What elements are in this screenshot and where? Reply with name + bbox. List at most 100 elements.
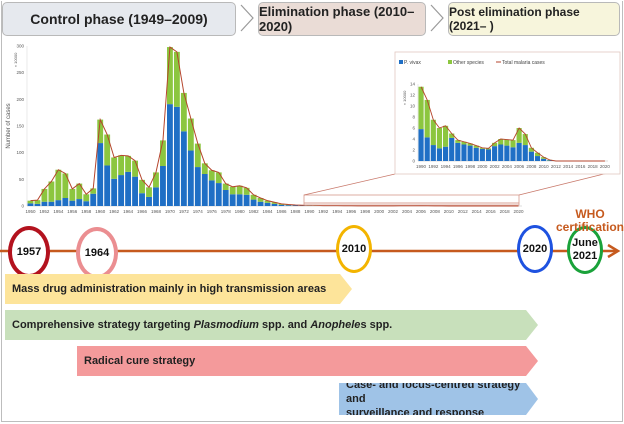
bar-other-species	[41, 188, 48, 202]
bar-other-species	[418, 86, 424, 130]
legend-swatch-vivax	[399, 60, 403, 64]
bar-vivax	[449, 137, 455, 161]
bar-other-species	[516, 128, 522, 143]
bar-other-species	[180, 92, 187, 132]
bar-other-species	[229, 186, 236, 195]
bar-vivax	[194, 167, 201, 206]
bar-vivax	[146, 196, 152, 206]
y-tick-label: 100	[16, 150, 24, 155]
chevron-right-icon	[430, 4, 444, 32]
x-tick-label: 1962	[109, 209, 120, 214]
bar-vivax	[528, 151, 534, 161]
y-tick-label: 250	[16, 70, 24, 75]
bar-vivax	[201, 174, 208, 206]
x-tick-label: 2010	[539, 164, 550, 169]
bar-vivax	[516, 142, 522, 161]
bar-vivax	[492, 146, 498, 161]
bar-other-species	[257, 198, 264, 202]
bar-vivax	[264, 202, 271, 206]
bar-other-species	[27, 200, 34, 204]
bar-vivax	[139, 193, 145, 206]
x-tick-label: 2014	[472, 209, 483, 214]
x-tick-label: 2002	[490, 164, 501, 169]
bar-other-species	[139, 179, 145, 194]
bar-other-species	[34, 200, 41, 204]
bar-vivax	[125, 171, 132, 206]
bar-vivax	[187, 150, 194, 206]
x-tick-label: 2014	[563, 164, 574, 169]
bar-other-species	[90, 188, 97, 194]
bar-other-species	[461, 141, 467, 145]
bar-vivax	[132, 176, 138, 206]
y-unit-label: × 10000	[402, 90, 407, 105]
bar-vivax	[215, 183, 222, 206]
bar-other-species	[271, 202, 278, 204]
zoom-region-box	[303, 194, 520, 206]
bar-vivax	[547, 160, 553, 161]
x-tick-label: 1990	[416, 164, 427, 169]
strategy-text-pre: Comprehensive strategy targeting	[12, 319, 194, 331]
bar-vivax	[83, 201, 90, 206]
x-tick-label: 1956	[67, 209, 78, 214]
bar-other-species	[250, 194, 257, 200]
y-tick-label: 0	[412, 159, 415, 164]
bar-other-species	[436, 128, 443, 149]
bar-other-species	[97, 119, 104, 144]
x-tick-label: 1950	[25, 209, 36, 214]
bar-vivax	[473, 147, 479, 161]
legend-label-vivax: P. vivax	[404, 60, 421, 66]
phase-post-elimination: Post elimination phase (2021– )	[448, 2, 620, 36]
bar-vivax	[250, 199, 257, 206]
y-tick-label: 50	[19, 177, 25, 182]
x-tick-label: 1990	[304, 209, 315, 214]
x-tick-label: 1966	[137, 209, 148, 214]
bar-other-species	[153, 172, 159, 188]
x-tick-label: 1996	[346, 209, 357, 214]
bar-other-species	[173, 51, 180, 107]
x-tick-label: 1964	[123, 209, 134, 214]
bar-other-species	[449, 133, 455, 138]
y-tick-label: 14	[410, 82, 416, 87]
bar-other-species	[55, 169, 62, 201]
x-tick-label: 2004	[402, 209, 413, 214]
bar-vivax	[69, 200, 76, 206]
x-tick-label: 1996	[453, 164, 464, 169]
x-tick-label: 1976	[207, 209, 218, 214]
x-tick-label: 2002	[388, 209, 399, 214]
bar-vivax	[285, 205, 292, 206]
x-tick-label: 1954	[53, 209, 64, 214]
bar-vivax	[461, 144, 467, 161]
bar-vivax	[455, 142, 461, 161]
bar-other-species	[83, 194, 90, 202]
bar-other-species	[125, 155, 132, 172]
bar-other-species	[111, 157, 118, 179]
x-tick-label: 1998	[360, 209, 371, 214]
bar-vivax	[498, 144, 504, 161]
x-tick-label: 1980	[235, 209, 246, 214]
bar-other-species	[479, 147, 485, 149]
bar-vivax	[243, 194, 250, 206]
y-tick-label: 2	[412, 148, 415, 153]
bar-other-species	[510, 140, 516, 148]
bar-other-species	[208, 170, 215, 181]
strategy-text-plasmodium: Plasmodium	[193, 319, 259, 331]
bar-vivax	[424, 137, 430, 161]
x-tick-label: 1974	[193, 209, 204, 214]
strategy-radical-cure: Radical cure strategy	[77, 346, 538, 376]
x-tick-label: 1998	[465, 164, 476, 169]
legend-label-other-species: Other species	[453, 60, 484, 66]
milestone-june-2021: June 2021	[567, 226, 603, 274]
bar-other-species	[236, 185, 243, 195]
bar-other-species	[430, 119, 436, 146]
x-tick-label: 1988	[290, 209, 301, 214]
bar-vivax	[504, 145, 510, 161]
milestone-month: June	[572, 237, 598, 249]
bar-other-species	[194, 143, 201, 168]
bar-other-species	[187, 118, 194, 151]
legend-swatch-other-species	[448, 60, 452, 64]
bar-other-species	[504, 139, 510, 146]
x-tick-label: 2018	[588, 164, 599, 169]
x-tick-label: 2006	[416, 209, 427, 214]
y-unit-label: × 10000	[13, 52, 18, 67]
